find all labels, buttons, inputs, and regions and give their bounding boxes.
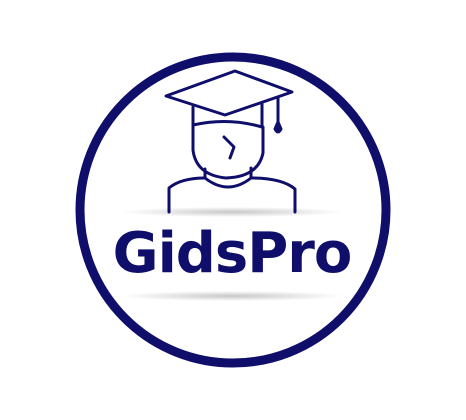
- graduate-with-mortarboard-icon: [164, 69, 297, 214]
- nose: [222, 135, 236, 160]
- wordmark-shadow-top: [120, 207, 344, 217]
- tassel-end: [273, 120, 283, 134]
- brand-name: GidsPro: [113, 221, 352, 286]
- face-outline: [191, 123, 265, 180]
- wordmark-shadow-bottom: [120, 291, 344, 301]
- shoulders: [167, 176, 297, 214]
- mortarboard-top: [164, 69, 294, 117]
